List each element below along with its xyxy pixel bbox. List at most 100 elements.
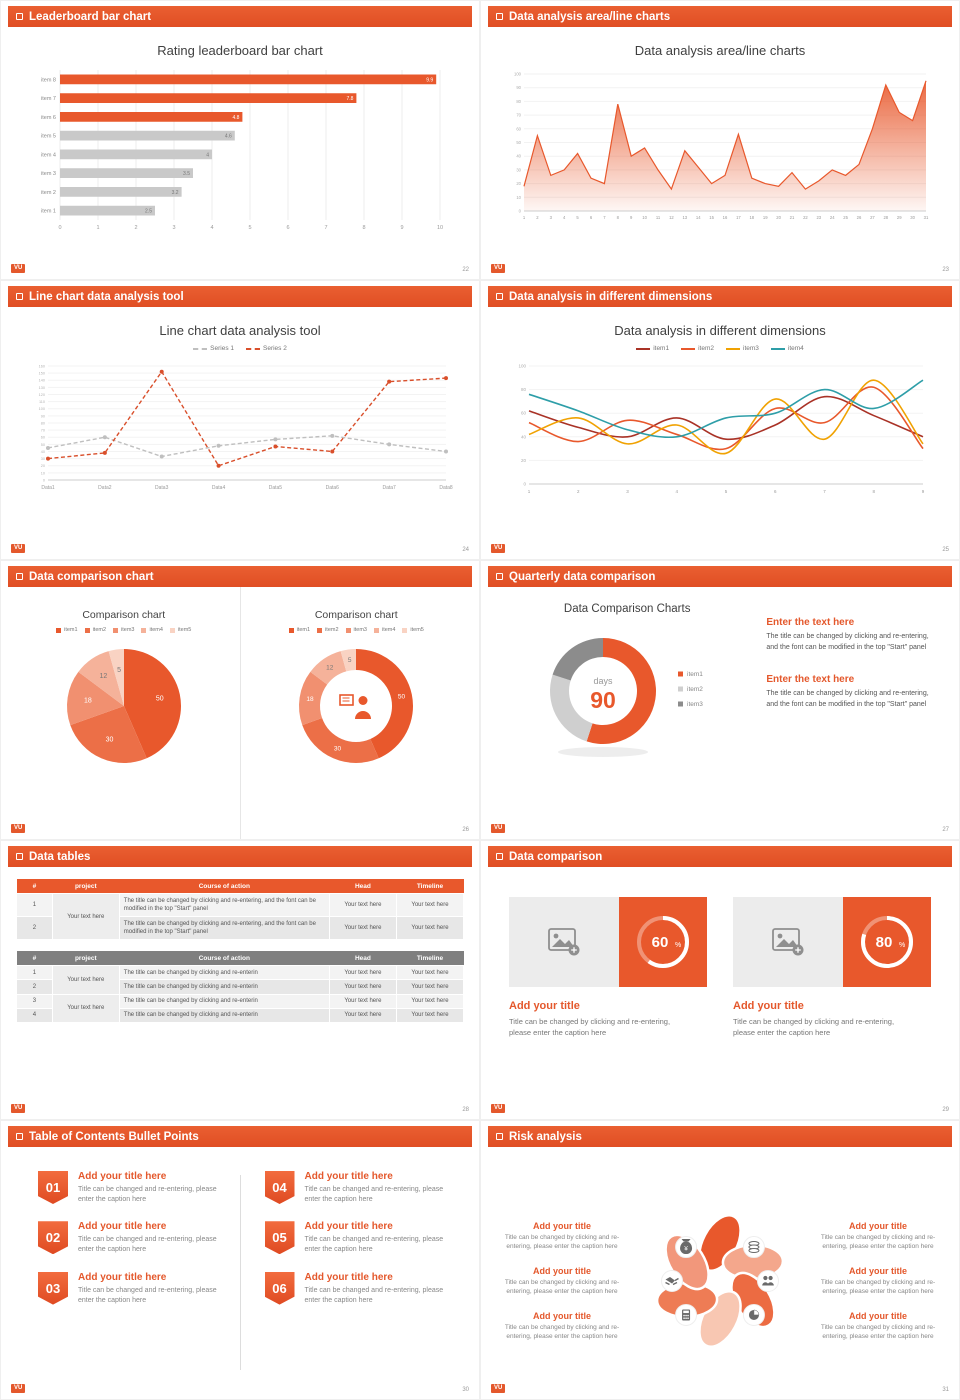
slide-31-risk-analysis[interactable]: Risk analysis Add your title Title can b… [480, 1120, 960, 1400]
svg-text:11: 11 [656, 215, 661, 220]
donut-area: Data Comparison Charts days 90 item1 item2 i… [488, 587, 766, 839]
svg-text:22: 22 [803, 215, 808, 220]
svg-text:7: 7 [324, 225, 327, 231]
slide-25-dimensions[interactable]: Data analysis in different dimensions Da… [480, 280, 960, 560]
column-header: # [16, 951, 53, 966]
svg-text:3: 3 [172, 225, 175, 231]
slide-28-data-tables[interactable]: Data tables # project Course of action Head… [0, 840, 480, 1120]
svg-text:3.5: 3.5 [183, 171, 190, 177]
slide-24-line-chart-tool[interactable]: Line chart data analysis tool Line chart… [0, 280, 480, 560]
svg-text:16: 16 [723, 215, 728, 220]
svg-text:27: 27 [870, 215, 875, 220]
svg-text:0: 0 [43, 478, 45, 482]
text-block: Enter the text here The title can be cha… [766, 617, 938, 654]
chart-legend: Series 1 Series 2 [8, 345, 472, 352]
svg-text:30: 30 [910, 215, 915, 220]
toc-title: Add your title here [304, 1171, 393, 1182]
slide-29-data-comparison[interactable]: Data comparison 60 % Add your title Titl… [480, 840, 960, 1120]
page-number: 25 [942, 547, 949, 553]
svg-text:40: 40 [521, 434, 527, 439]
svg-text:item 8: item 8 [41, 77, 56, 83]
page-number: 24 [462, 547, 469, 553]
svg-text:3.2: 3.2 [172, 190, 179, 196]
page-number: 26 [462, 827, 469, 833]
slide-banner-title: Line chart data analysis tool [29, 290, 184, 303]
svg-text:7: 7 [603, 215, 606, 220]
svg-text:17: 17 [736, 215, 741, 220]
svg-text:8: 8 [872, 489, 875, 494]
data-table: # project Course of action Head Timeline 1 You… [16, 951, 465, 1023]
svg-text:80: 80 [516, 99, 521, 104]
slide-banner-title: Data analysis area/line charts [509, 10, 671, 23]
risk-title: Add your title [533, 1311, 591, 1322]
svg-text:20: 20 [516, 181, 521, 186]
svg-text:150: 150 [39, 372, 45, 376]
column-header: # [16, 879, 53, 894]
money-bag-icon: ¥ [675, 1236, 698, 1259]
slide-banner: Data comparison chart [8, 566, 472, 587]
svg-text:9: 9 [400, 225, 403, 231]
svg-text:30: 30 [334, 746, 342, 753]
svg-text:12: 12 [326, 665, 334, 672]
toc-item: 03 Add your title here Title can be chan… [38, 1271, 240, 1306]
legend-item: item5 [169, 627, 191, 633]
text-block-title: Enter the text here [766, 617, 855, 628]
svg-text:80: 80 [876, 934, 893, 951]
slide-26-data-comparison-chart[interactable]: Data comparison chart Comparison chart i… [0, 560, 480, 840]
slide-banner: Data tables [8, 846, 472, 867]
risk-title: Add your title [533, 1265, 591, 1276]
svg-text:30: 30 [516, 167, 521, 172]
svg-text:5: 5 [348, 657, 352, 664]
svg-text:4: 4 [206, 152, 209, 158]
svg-text:100: 100 [514, 72, 522, 77]
svg-text:20: 20 [41, 464, 45, 468]
svg-text:9.9: 9.9 [426, 77, 433, 83]
toc-number-badge: 04 [264, 1171, 295, 1204]
svg-text:1: 1 [528, 489, 531, 494]
svg-text:item 7: item 7 [41, 96, 56, 102]
svg-text:90: 90 [590, 687, 616, 713]
slide-22-leaderboard-bar-chart[interactable]: Leaderboard bar chart Rating leaderboard… [0, 0, 480, 280]
svg-text:Data5: Data5 [269, 485, 283, 491]
legend-item: item5 [402, 627, 424, 633]
progress-ring: 80 % [861, 916, 913, 968]
risk-title: Add your title [849, 1220, 907, 1231]
slide-27-quarterly-comparison[interactable]: Quarterly data comparison Data Compariso… [480, 560, 960, 840]
svg-text:2: 2 [536, 215, 539, 220]
svg-text:item 1: item 1 [41, 209, 56, 215]
column-header: Course of action [119, 951, 330, 966]
image-placeholder [509, 897, 619, 987]
multi-line-chart: 0 20 40 60 80 100 1 2 3 4 5 6 7 8 9 [488, 360, 952, 498]
svg-text:100: 100 [518, 364, 526, 369]
pie-chart: 50 30 18 12 5 [49, 641, 199, 771]
slide-30-toc-bullets[interactable]: Table of Contents Bullet Points 01 Add y… [0, 1120, 480, 1400]
svg-text:item 6: item 6 [41, 115, 56, 121]
vu-logo: VU [11, 263, 26, 273]
square-bullet-icon [16, 13, 23, 20]
risk-title: Add your title [849, 1265, 907, 1276]
handshake-icon [661, 1270, 683, 1292]
comparison-cards: 60 % Add your title Title can be changed… [488, 867, 952, 1110]
risk-title: Add your title [849, 1311, 907, 1322]
card-caption: Title can be changed by clicking and re-… [509, 1017, 671, 1038]
toc-title: Add your title here [78, 1171, 167, 1182]
slide-banner-title: Data analysis in different dimensions [509, 290, 713, 303]
square-bullet-icon [16, 573, 23, 580]
slide-23-area-line-charts[interactable]: Data analysis area/line charts Data anal… [480, 0, 960, 280]
svg-text:28: 28 [883, 215, 888, 220]
slide-banner-title: Risk analysis [509, 1130, 582, 1143]
svg-text:60: 60 [521, 411, 527, 416]
vu-logo: VU [491, 263, 506, 273]
svg-text:9: 9 [922, 489, 925, 494]
svg-text:130: 130 [39, 386, 45, 390]
svg-text:21: 21 [790, 215, 795, 220]
page-number: 30 [462, 1387, 469, 1393]
slide-banner-title: Data tables [29, 850, 91, 863]
slide-banner-title: Quarterly data comparison [509, 570, 656, 583]
toc-item: 02 Add your title here Title can be chan… [38, 1221, 240, 1255]
coins-icon [742, 1236, 765, 1259]
legend-item: item3 [113, 627, 134, 633]
svg-text:15: 15 [709, 215, 714, 220]
comparison-card: 80 % Add your title Title can be changed… [733, 897, 931, 1110]
